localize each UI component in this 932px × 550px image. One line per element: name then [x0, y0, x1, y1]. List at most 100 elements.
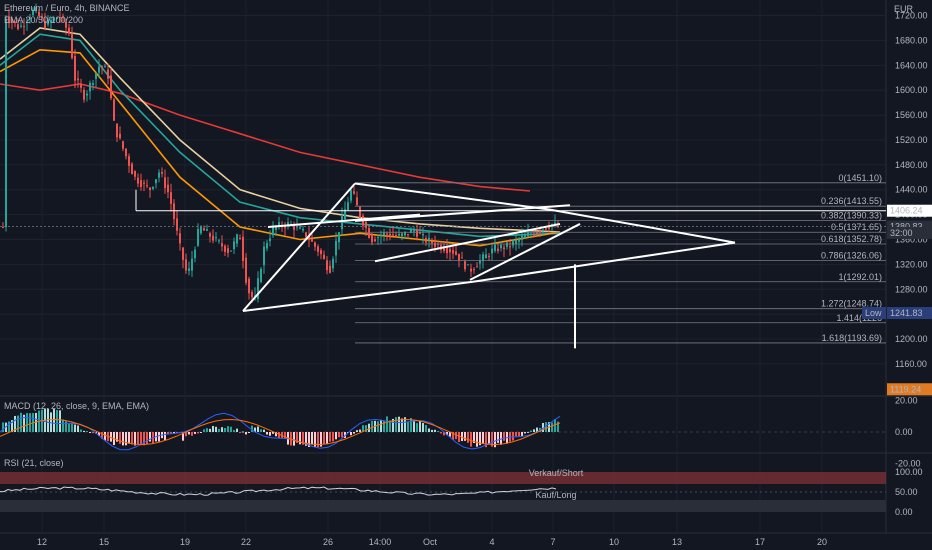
- candle-body: [71, 33, 73, 58]
- rsi-legend[interactable]: RSI (21, close): [4, 458, 64, 468]
- macd-histogram-bar: [440, 432, 442, 434]
- candle-body: [260, 269, 262, 282]
- candle-body: [266, 243, 268, 249]
- candle-body: [425, 238, 427, 242]
- macd-histogram-bar: [65, 421, 67, 432]
- macd-histogram-bar: [398, 417, 400, 432]
- macd-histogram-bar: [209, 429, 211, 432]
- time-tick-label: 12: [37, 537, 47, 547]
- macd-histogram-bar: [425, 425, 427, 432]
- candle-body: [464, 261, 466, 269]
- trend-line: [243, 282, 473, 311]
- macd-histogram-bar: [212, 426, 214, 432]
- macd-tick-label: 0.00: [895, 427, 913, 437]
- fib-label: 0(1451.10): [838, 173, 882, 183]
- candle-body: [248, 279, 250, 294]
- candle-body: [188, 268, 190, 271]
- candle-body: [179, 233, 181, 243]
- time-tick-label: 15: [99, 537, 109, 547]
- macd-histogram-bar: [419, 420, 421, 432]
- candle-body: [272, 227, 274, 235]
- trend-line: [473, 243, 735, 282]
- macd-histogram-bar: [68, 424, 70, 432]
- macd-histogram-bar: [269, 432, 271, 436]
- candle-body: [221, 243, 223, 246]
- rsi-overbought-band: [0, 472, 886, 484]
- candle-body: [245, 258, 247, 283]
- macd-histogram-bar: [53, 409, 55, 432]
- price-label: 1119.24: [890, 384, 921, 394]
- candle-body: [92, 83, 94, 85]
- macd-histogram-bar: [191, 432, 193, 436]
- price-tick-label: 1520.00: [895, 135, 928, 145]
- macd-histogram-bar: [353, 432, 355, 434]
- macd-histogram-bar: [464, 432, 466, 441]
- macd-histogram-bar: [89, 432, 91, 433]
- macd-histogram-bar: [518, 432, 520, 436]
- time-tick-label: 17: [755, 537, 765, 547]
- macd-histogram-bar: [368, 424, 370, 432]
- macd-histogram-bar: [533, 429, 535, 432]
- candle-body: [140, 180, 142, 187]
- macd-legend[interactable]: MACD (12, 26, close, 9, EMA, EMA): [4, 401, 149, 411]
- time-tick-label: 14:00: [369, 537, 392, 547]
- candle-body: [161, 172, 163, 174]
- candle-body: [98, 67, 100, 73]
- candle-body: [20, 26, 22, 27]
- candle-body: [116, 124, 118, 138]
- candle-body: [506, 242, 508, 247]
- candle-body: [401, 233, 403, 236]
- candle-body: [299, 227, 301, 228]
- macd-histogram-bar: [551, 423, 553, 432]
- macd-histogram-bar: [134, 432, 136, 445]
- macd-histogram-bar: [467, 432, 469, 443]
- macd-histogram-bar: [119, 432, 121, 444]
- fib-label: 0.236(1413.55): [821, 196, 882, 206]
- symbol-title[interactable]: Ethereum / Euro, 4h, BINANCE: [4, 3, 130, 13]
- macd-histogram-bar: [293, 432, 295, 446]
- fib-label: 0.382(1390.33): [821, 211, 882, 221]
- candle-body: [518, 239, 520, 241]
- macd-histogram-bar: [332, 432, 334, 441]
- time-tick-label: 4: [489, 537, 494, 547]
- macd-histogram-bar: [164, 432, 166, 440]
- candle-body: [146, 185, 148, 186]
- macd-histogram-bar: [170, 432, 172, 433]
- rsi-overbought-label: Verkauf/Short: [529, 468, 584, 478]
- macd-histogram-bar: [92, 432, 94, 433]
- macd-histogram-bar: [71, 423, 73, 432]
- candle-body: [470, 269, 472, 272]
- candle-body: [407, 234, 409, 235]
- price-label: 32:00: [890, 228, 913, 238]
- macd-histogram-bar: [503, 432, 505, 441]
- candle-body: [446, 248, 448, 254]
- candle-body: [170, 192, 172, 204]
- candle-body: [524, 235, 526, 238]
- candle-body: [452, 250, 454, 254]
- time-tick-label: 13: [672, 537, 682, 547]
- candle-body: [242, 237, 244, 261]
- price-tick-label: 1280.00: [895, 284, 928, 294]
- candle-body: [314, 243, 316, 247]
- time-tick-label: 20: [817, 537, 827, 547]
- macd-histogram-bar: [260, 429, 262, 432]
- macd-histogram-bar: [329, 432, 331, 442]
- candle-body: [80, 84, 82, 87]
- candle-body: [509, 246, 511, 247]
- candle-body: [218, 240, 220, 241]
- macd-histogram-bar: [245, 432, 247, 434]
- fib-label: 0.5(1371.65): [831, 222, 882, 232]
- macd-histogram-bar: [437, 431, 439, 432]
- macd-histogram-bar: [524, 432, 526, 433]
- macd-histogram-bar: [17, 416, 19, 432]
- candle-body: [545, 228, 547, 229]
- candle-body: [335, 241, 337, 256]
- ema-legend[interactable]: EMA 20/50/100/200: [4, 15, 83, 25]
- candle-body: [431, 241, 433, 243]
- candle-body: [173, 203, 175, 219]
- macd-histogram-bar: [359, 430, 361, 432]
- candle-body: [167, 185, 169, 192]
- candle-body: [419, 232, 421, 233]
- macd-histogram-bar: [434, 430, 436, 432]
